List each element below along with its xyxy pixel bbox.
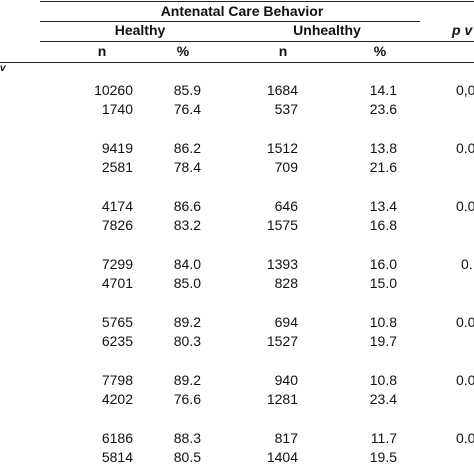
- cell-p-value: 0.0: [456, 140, 474, 156]
- cell-n-healthy: 5814: [101, 449, 133, 465]
- cell-pct-unhealthy: 19.7: [369, 333, 397, 349]
- cell-n-healthy: 4174: [101, 198, 133, 214]
- row-label-fragment: v: [0, 63, 6, 74]
- cell-n-unhealthy: 709: [274, 159, 298, 175]
- cell-n-unhealthy: 1527: [266, 333, 298, 349]
- cell-pct-healthy: 83.2: [173, 217, 201, 233]
- cell-p-value: 0.0: [456, 430, 474, 446]
- cell-pct-unhealthy: 16.8: [369, 217, 397, 233]
- cell-n-unhealthy: 1404: [266, 449, 298, 465]
- cell-pct-unhealthy: 19.5: [369, 449, 397, 465]
- cell-pct-unhealthy: 13.8: [369, 140, 397, 156]
- cell-n-healthy: 6235: [101, 333, 133, 349]
- subheader-n-unhealthy: n: [278, 43, 288, 59]
- cell-n-healthy: 4202: [101, 391, 133, 407]
- p-value-header: p v: [452, 22, 473, 38]
- cell-pct-unhealthy: 13.4: [369, 198, 397, 214]
- cell-p-value: 0.0: [456, 372, 474, 388]
- cell-n-healthy: 5765: [101, 314, 133, 330]
- cell-n-healthy: 7299: [101, 256, 133, 272]
- group-underline: [40, 41, 474, 42]
- top-rule: [40, 1, 474, 2]
- cell-pct-healthy: 80.5: [173, 449, 201, 465]
- cell-pct-healthy: 76.4: [173, 101, 201, 117]
- cell-n-unhealthy: 646: [274, 198, 298, 214]
- cell-pct-healthy: 86.6: [173, 198, 201, 214]
- subheader-pct-healthy: %: [176, 43, 190, 59]
- cell-pct-healthy: 84.0: [173, 256, 201, 272]
- cell-pct-unhealthy: 21.6: [369, 159, 397, 175]
- cell-n-healthy: 1740: [101, 101, 133, 117]
- cell-pct-healthy: 76.6: [173, 391, 201, 407]
- cell-n-healthy: 7826: [101, 217, 133, 233]
- cell-n-healthy: 4701: [101, 275, 133, 291]
- cell-n-unhealthy: 828: [274, 275, 298, 291]
- cell-pct-unhealthy: 10.8: [369, 314, 397, 330]
- cell-pct-healthy: 86.2: [173, 140, 201, 156]
- cell-n-unhealthy: 817: [274, 430, 298, 446]
- cell-n-unhealthy: 1281: [266, 391, 298, 407]
- cell-pct-unhealthy: 10.8: [369, 372, 397, 388]
- cell-p-value: 0.0: [456, 198, 474, 214]
- cell-n-unhealthy: 1575: [266, 217, 298, 233]
- cell-n-unhealthy: 694: [274, 314, 298, 330]
- cell-pct-unhealthy: 23.4: [369, 391, 397, 407]
- cell-n-healthy: 9419: [101, 140, 133, 156]
- cell-pct-healthy: 89.2: [173, 372, 201, 388]
- subheader-n-healthy: n: [97, 43, 107, 59]
- cell-pct-healthy: 85.0: [173, 275, 201, 291]
- cell-pct-unhealthy: 15.0: [369, 275, 397, 291]
- cell-n-healthy: 10260: [94, 82, 133, 98]
- cell-p-value: 0.: [461, 256, 473, 272]
- group-header-unhealthy: Unhealthy: [293, 22, 361, 38]
- cell-p-value: 0.0: [456, 314, 474, 330]
- cell-n-unhealthy: 1393: [266, 256, 298, 272]
- cell-pct-unhealthy: 23.6: [369, 101, 397, 117]
- cell-pct-healthy: 85.9: [173, 82, 201, 98]
- cell-n-healthy: 7798: [101, 372, 133, 388]
- table-title: Antenatal Care Behavior: [160, 3, 324, 19]
- cell-pct-unhealthy: 11.7: [370, 430, 397, 446]
- cell-pct-healthy: 80.3: [173, 333, 201, 349]
- cell-pct-unhealthy: 16.0: [369, 256, 397, 272]
- subheader-pct-unhealthy: %: [373, 43, 387, 59]
- cell-n-unhealthy: 1512: [266, 140, 298, 156]
- cell-n-unhealthy: 537: [274, 101, 298, 117]
- header-bottom-rule: [0, 62, 474, 63]
- cell-pct-healthy: 88.3: [173, 430, 201, 446]
- title-underline: [40, 21, 420, 22]
- cell-p-value: 0,0: [456, 82, 474, 98]
- group-header-healthy: Healthy: [114, 22, 166, 38]
- cell-n-healthy: 6186: [101, 430, 133, 446]
- cell-pct-healthy: 89.2: [173, 314, 201, 330]
- cell-n-unhealthy: 1684: [266, 82, 298, 98]
- cell-n-healthy: 2581: [101, 159, 133, 175]
- cell-pct-unhealthy: 14.1: [369, 82, 397, 98]
- cell-n-unhealthy: 940: [274, 372, 298, 388]
- cell-pct-healthy: 78.4: [173, 159, 201, 175]
